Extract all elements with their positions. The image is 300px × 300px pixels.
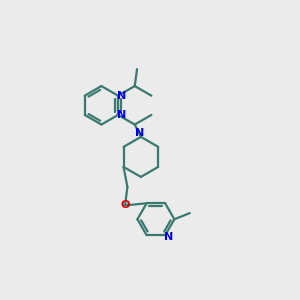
Text: N: N [117,110,127,120]
Text: O: O [120,200,130,210]
Text: N: N [164,232,173,242]
Text: N: N [117,91,127,101]
Text: N: N [136,128,145,138]
